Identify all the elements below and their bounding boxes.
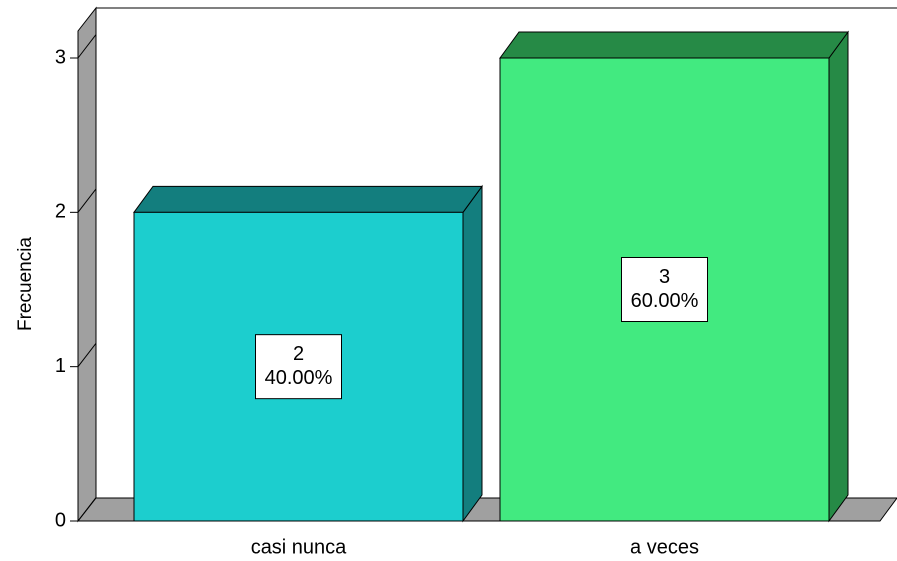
data-label-value: 3: [659, 266, 670, 288]
bar-top: [499, 31, 849, 59]
bar-side: [462, 184, 483, 523]
bar-side: [828, 30, 849, 523]
wall-tick: [77, 497, 97, 522]
wall-tick: [77, 188, 97, 213]
left-wall: [77, 6, 97, 523]
y-tick-label: 2: [55, 201, 66, 223]
wall-tick: [77, 34, 97, 59]
y-axis-label: Frecuencia: [15, 237, 36, 331]
bar-top: [133, 185, 483, 213]
data-label-percent: 40.00%: [265, 367, 333, 389]
data-label-box: [621, 257, 708, 322]
x-tick-label: casi nunca: [251, 536, 347, 558]
data-label-box: [255, 334, 342, 400]
y-tick-label: 1: [55, 355, 66, 377]
data-label-value: 2: [293, 343, 304, 365]
x-tick-label: a veces: [630, 536, 699, 558]
y-tick-label: 3: [55, 46, 66, 68]
data-label-percent: 60.00%: [631, 290, 699, 312]
y-tick-label: 0: [55, 509, 66, 531]
wall-tick: [77, 342, 97, 367]
